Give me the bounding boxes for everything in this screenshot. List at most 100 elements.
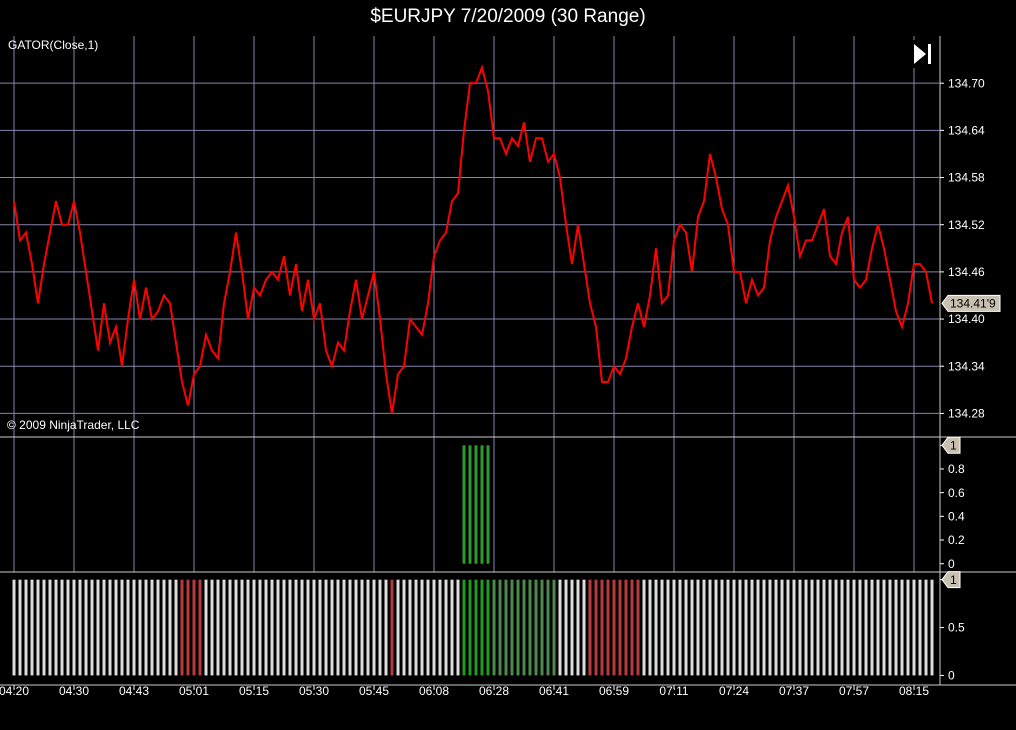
- indicator-bar: [486, 579, 490, 676]
- indicator-bar: [480, 579, 484, 676]
- indicator-bar: [336, 579, 340, 676]
- indicator-bar: [72, 579, 76, 676]
- y-tick-label: 134.70: [948, 76, 985, 90]
- indicator-bar: [858, 579, 862, 676]
- indicator-bar: [774, 579, 778, 676]
- x-tick-label: 04:20: [0, 684, 29, 698]
- indicator-bar: [186, 579, 190, 676]
- value-marker-label: 134.41'9: [950, 297, 996, 311]
- indicator-bar: [228, 579, 232, 676]
- indicator-bar: [426, 579, 430, 676]
- indicator-bar: [354, 579, 358, 676]
- indicator-bar: [342, 579, 346, 676]
- indicator-bar: [552, 579, 556, 676]
- indicator-bar: [780, 579, 784, 676]
- copyright: © 2009 NinjaTrader, LLC: [7, 418, 140, 432]
- indicator-bar: [414, 579, 418, 676]
- x-tick-label: 05:30: [299, 684, 329, 698]
- indicator-bar: [720, 579, 724, 676]
- indicator-bar: [870, 579, 874, 676]
- y-tick-label: 0.6: [948, 486, 965, 500]
- indicator-bar: [300, 579, 304, 676]
- indicator-bar: [144, 579, 148, 676]
- indicator-bar: [642, 579, 646, 676]
- indicator-bar: [318, 579, 322, 676]
- indicator-bar: [180, 579, 184, 676]
- indicator-bar: [450, 579, 454, 676]
- indicator-bar: [102, 579, 106, 676]
- indicator-bar: [882, 579, 886, 676]
- indicator-bar: [630, 579, 634, 676]
- indicator-bar: [324, 579, 328, 676]
- y-tick-label: 0: [948, 557, 955, 571]
- indicator-bar: [912, 579, 916, 676]
- scroll-end-button[interactable]: [908, 40, 936, 68]
- y-tick-label: 134.52: [948, 218, 985, 232]
- indicator-bar: [540, 579, 544, 676]
- indicator-bar: [216, 579, 220, 676]
- value-marker-label: 1: [950, 573, 957, 587]
- indicator-bar: [294, 579, 298, 676]
- indicator-bar: [816, 579, 820, 676]
- indicator-bar: [108, 579, 112, 676]
- y-tick-label: 134.34: [948, 359, 985, 373]
- indicator-bar: [240, 579, 244, 676]
- indicator-bar: [696, 579, 700, 676]
- indicator-bar: [528, 579, 532, 676]
- indicator-bar: [756, 579, 760, 676]
- indicator-bar: [594, 579, 598, 676]
- indicator-bar: [900, 579, 904, 676]
- indicator-bar: [90, 579, 94, 676]
- y-tick-label: 134.40: [948, 312, 985, 326]
- indicator-bar: [480, 445, 484, 564]
- indicator-bar: [786, 579, 790, 676]
- indicator-bar: [378, 579, 382, 676]
- indicator-bar: [420, 579, 424, 676]
- indicator-bar: [750, 579, 754, 676]
- indicator-bar: [648, 579, 652, 676]
- indicator-bar: [360, 579, 364, 676]
- indicator-bar: [864, 579, 868, 676]
- y-tick-label: 0: [948, 669, 955, 683]
- indicator-bar: [78, 579, 82, 676]
- y-tick-label: 134.28: [948, 407, 985, 421]
- indicator-bar: [174, 579, 178, 676]
- indicator-bar: [498, 579, 502, 676]
- indicator-bar: [168, 579, 172, 676]
- indicator-bar: [744, 579, 748, 676]
- indicator-bar: [888, 579, 892, 676]
- indicator-bar: [588, 579, 592, 676]
- indicator-bar: [390, 579, 394, 676]
- indicator-bar: [840, 579, 844, 676]
- indicator-bar: [492, 579, 496, 676]
- x-tick-label: 05:45: [359, 684, 389, 698]
- indicator-bar: [726, 579, 730, 676]
- x-tick-label: 05:15: [239, 684, 269, 698]
- indicator-bar: [54, 579, 58, 676]
- indicator-bar: [810, 579, 814, 676]
- indicator-bar: [822, 579, 826, 676]
- indicator-bar: [462, 445, 466, 564]
- indicator-label: GATOR(Close,1): [8, 38, 98, 52]
- indicator-bar: [702, 579, 706, 676]
- y-tick-label: 134.64: [948, 124, 985, 138]
- indicator-bar: [894, 579, 898, 676]
- indicator-bar: [264, 579, 268, 676]
- indicator-bar: [570, 579, 574, 676]
- indicator-bar: [96, 579, 100, 676]
- indicator-bar: [930, 579, 934, 676]
- indicator-bar: [246, 579, 250, 676]
- indicator-bar: [276, 579, 280, 676]
- indicator-bar: [576, 579, 580, 676]
- indicator-bar: [456, 579, 460, 676]
- indicator-bar: [402, 579, 406, 676]
- indicator-bar: [270, 579, 274, 676]
- indicator-bar: [258, 579, 262, 676]
- indicator-bar: [666, 579, 670, 676]
- value-marker: [941, 294, 1001, 312]
- indicator-bar: [738, 579, 742, 676]
- indicator-bar: [876, 579, 880, 676]
- indicator-bar: [516, 579, 520, 676]
- y-tick-label: 0.4: [948, 510, 965, 524]
- indicator-bar: [474, 445, 478, 564]
